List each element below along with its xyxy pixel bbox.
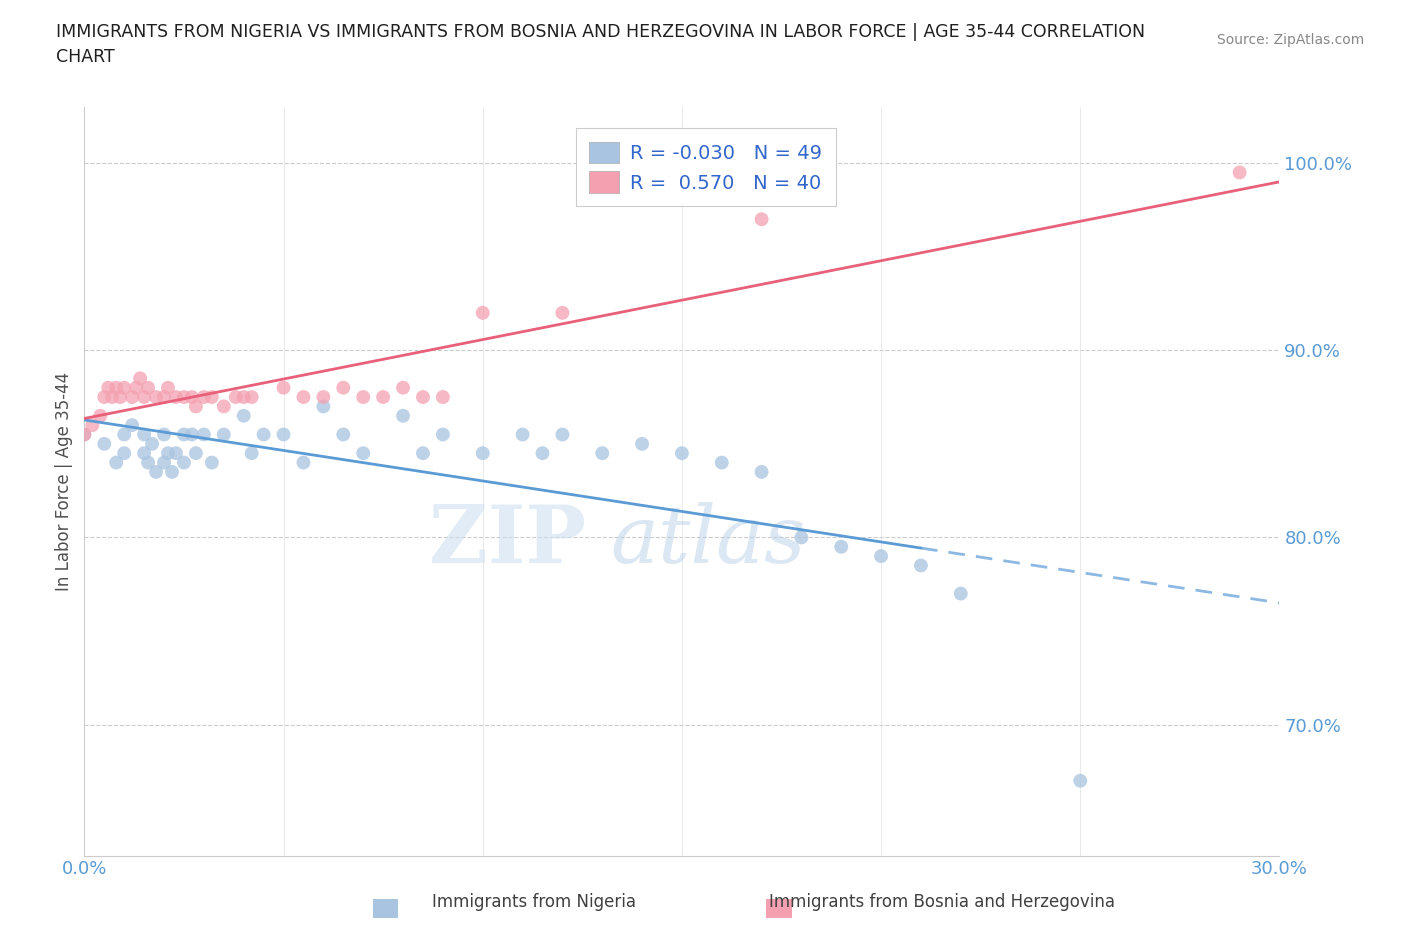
Point — [551, 427, 574, 442]
Point — [105, 455, 128, 470]
Point — [551, 305, 574, 320]
Point — [73, 427, 96, 442]
Point — [432, 390, 454, 405]
Point — [412, 390, 434, 405]
Point — [181, 427, 204, 442]
Point — [73, 427, 96, 442]
Point — [392, 408, 415, 423]
Point — [352, 445, 374, 460]
Point — [949, 586, 972, 601]
Text: IMMIGRANTS FROM NIGERIA VS IMMIGRANTS FROM BOSNIA AND HERZEGOVINA IN LABOR FORCE: IMMIGRANTS FROM NIGERIA VS IMMIGRANTS FR… — [56, 23, 1146, 41]
Point — [181, 390, 204, 405]
Point — [93, 436, 115, 451]
Point — [225, 390, 247, 405]
Point — [212, 399, 235, 414]
Point — [292, 455, 315, 470]
Point — [173, 390, 195, 405]
Point — [193, 390, 215, 405]
Point — [112, 427, 135, 442]
Point — [751, 212, 773, 227]
Point — [112, 380, 135, 395]
Point — [412, 445, 434, 460]
Point — [153, 427, 176, 442]
Point — [870, 549, 893, 564]
Point — [373, 390, 395, 405]
Point — [97, 380, 120, 395]
Point — [201, 390, 224, 405]
Y-axis label: In Labor Force | Age 35-44: In Labor Force | Age 35-44 — [55, 372, 73, 591]
Point — [145, 464, 167, 479]
Point — [631, 436, 654, 451]
Point — [93, 390, 115, 405]
Point — [165, 445, 187, 460]
Point — [101, 390, 124, 405]
Point — [1069, 773, 1091, 788]
Point — [121, 390, 143, 405]
Point — [591, 445, 613, 460]
Point — [105, 380, 128, 395]
Point — [332, 427, 354, 442]
Text: CHART: CHART — [56, 48, 115, 66]
Point — [132, 445, 156, 460]
Point — [352, 390, 374, 405]
Point — [136, 380, 159, 395]
Text: atlas: atlas — [610, 502, 806, 580]
Legend: R = -0.030   N = 49, R =  0.570   N = 40: R = -0.030 N = 49, R = 0.570 N = 40 — [576, 128, 835, 206]
Point — [89, 408, 111, 423]
Point — [132, 390, 156, 405]
Point — [173, 455, 195, 470]
Point — [312, 399, 335, 414]
Text: Source: ZipAtlas.com: Source: ZipAtlas.com — [1216, 33, 1364, 46]
Point — [292, 390, 315, 405]
Point — [471, 445, 494, 460]
Point — [157, 380, 180, 395]
Point — [212, 427, 235, 442]
Point — [184, 399, 207, 414]
Point — [1229, 165, 1251, 179]
Point — [157, 445, 180, 460]
Point — [173, 427, 195, 442]
Point — [153, 455, 176, 470]
Point — [160, 464, 183, 479]
Point — [273, 380, 295, 395]
Point — [240, 445, 263, 460]
Point — [790, 530, 813, 545]
Point — [830, 539, 852, 554]
Point — [240, 390, 263, 405]
Point — [165, 390, 187, 405]
Point — [136, 455, 159, 470]
Point — [471, 305, 494, 320]
Point — [121, 418, 143, 432]
Point — [112, 445, 135, 460]
Point — [392, 380, 415, 395]
Point — [273, 427, 295, 442]
Point — [232, 408, 254, 423]
Text: Immigrants from Bosnia and Herzegovina: Immigrants from Bosnia and Herzegovina — [769, 893, 1115, 910]
Point — [145, 390, 167, 405]
Point — [512, 427, 534, 442]
Point — [82, 418, 104, 432]
Point — [141, 436, 163, 451]
Point — [193, 427, 215, 442]
Point — [129, 371, 152, 386]
Point — [201, 455, 224, 470]
Point — [751, 464, 773, 479]
Point — [153, 390, 176, 405]
Point — [432, 427, 454, 442]
Point — [253, 427, 276, 442]
Point — [312, 390, 335, 405]
Point — [232, 390, 254, 405]
Point — [910, 558, 932, 573]
Point — [531, 445, 554, 460]
Text: ZIP: ZIP — [429, 502, 586, 580]
Point — [125, 380, 148, 395]
Point — [110, 390, 132, 405]
Point — [671, 445, 693, 460]
Point — [332, 380, 354, 395]
Point — [132, 427, 156, 442]
Text: Immigrants from Nigeria: Immigrants from Nigeria — [432, 893, 637, 910]
Point — [184, 445, 207, 460]
Point — [710, 455, 733, 470]
